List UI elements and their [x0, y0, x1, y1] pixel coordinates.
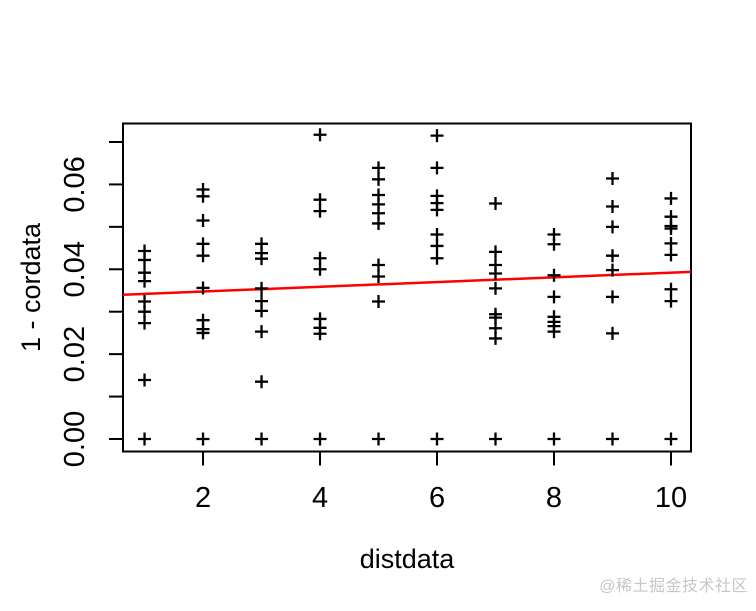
data-point-marker: [313, 432, 327, 446]
data-point-marker: [664, 222, 678, 236]
regression-line: [122, 270, 692, 296]
x-axis-tick-label: 4: [312, 482, 328, 514]
data-point-marker: [489, 197, 503, 211]
data-point-marker: [196, 189, 210, 203]
data-point-marker: [430, 203, 444, 217]
watermark: @稀土掘金技术社区: [599, 578, 748, 595]
data-point-marker: [664, 294, 678, 308]
x-axis-label: distdata: [360, 544, 456, 574]
data-point-marker: [196, 237, 210, 251]
data-point-marker: [313, 193, 327, 207]
data-point-marker: [430, 129, 444, 143]
data-point-marker: [605, 220, 619, 234]
data-point-marker: [313, 128, 327, 142]
data-point-marker: [605, 326, 619, 340]
data-point-marker: [664, 432, 678, 446]
data-point-marker: [664, 282, 678, 296]
y-axis-label: 1 - cordata: [16, 222, 46, 352]
data-point-marker: [255, 375, 269, 389]
data-point-marker: [664, 191, 678, 205]
data-point-marker: [489, 331, 503, 345]
y-axis-tick-label: 0.02: [59, 326, 91, 382]
data-point-marker: [138, 305, 152, 319]
data-point-marker: [489, 267, 503, 281]
data-point-marker: [313, 204, 327, 218]
data-point-marker: [430, 251, 444, 265]
data-point-marker: [605, 290, 619, 304]
data-point-marker: [605, 249, 619, 263]
x-axis-tick-label: 10: [655, 482, 687, 514]
data-point-marker: [605, 432, 619, 446]
data-point-marker: [430, 161, 444, 175]
data-point-marker: [255, 304, 269, 318]
data-point-marker: [255, 252, 269, 266]
data-point-marker: [138, 274, 152, 288]
data-point-marker: [196, 326, 210, 340]
data-point-marker: [372, 269, 386, 283]
data-point-marker: [138, 432, 152, 446]
x-axis-tick-label: 8: [546, 482, 562, 514]
data-point-marker: [372, 432, 386, 446]
data-point-marker: [547, 237, 561, 251]
data-point-marker: [489, 245, 503, 259]
data-point-marker: [489, 281, 503, 295]
data-point-marker: [255, 281, 269, 295]
data-point-marker: [313, 262, 327, 276]
x-axis-tick-label: 2: [195, 482, 211, 514]
y-axis-tick-label: 0.00: [59, 411, 91, 467]
data-point-marker: [138, 316, 152, 330]
data-point-marker: [372, 216, 386, 230]
data-point-marker: [196, 249, 210, 263]
data-point-marker: [605, 171, 619, 185]
data-point-marker: [430, 432, 444, 446]
data-point-marker: [547, 268, 561, 282]
data-point-marker: [547, 432, 561, 446]
data-point-marker: [372, 161, 386, 175]
data-point-marker: [372, 172, 386, 186]
y-axis-tick-label: 0.04: [59, 241, 91, 297]
data-point-marker: [196, 432, 210, 446]
data-point-marker: [430, 227, 444, 241]
data-point-marker: [605, 263, 619, 277]
data-point-marker: [547, 290, 561, 304]
data-point-marker: [489, 432, 503, 446]
data-point-marker: [138, 253, 152, 267]
data-point-marker: [255, 325, 269, 339]
data-point-marker: [605, 199, 619, 213]
data-point-marker: [255, 432, 269, 446]
data-point-marker: [664, 236, 678, 250]
y-axis-tick-label: 0.06: [59, 156, 91, 212]
plot-box: [122, 122, 692, 453]
x-axis-tick-label: 6: [429, 482, 445, 514]
data-point-marker: [313, 327, 327, 341]
data-point-marker: [547, 325, 561, 339]
data-point-marker: [196, 281, 210, 295]
data-point-marker: [372, 258, 386, 272]
data-point-marker: [196, 213, 210, 227]
data-point-marker: [313, 251, 327, 265]
data-point-marker: [372, 295, 386, 309]
data-point-marker: [138, 373, 152, 387]
data-point-marker: [430, 239, 444, 253]
data-point-marker: [664, 248, 678, 262]
